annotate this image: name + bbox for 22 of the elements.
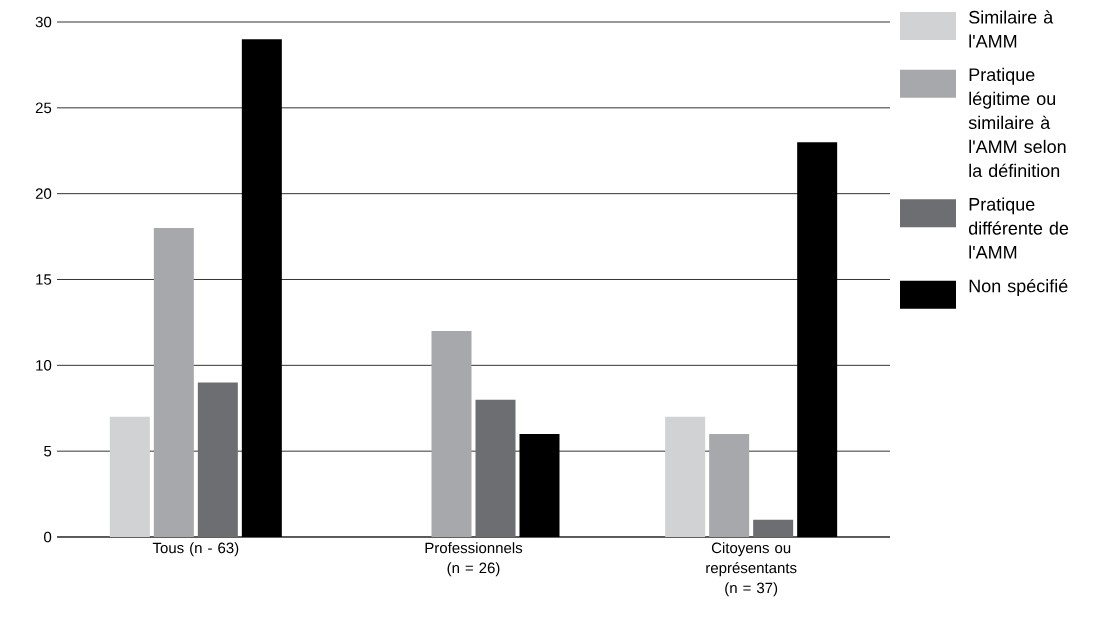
y-tick-label: 0	[44, 531, 52, 543]
bar	[431, 331, 472, 537]
bar	[197, 382, 238, 537]
legend-label: Similaire à l'AMM	[969, 10, 1054, 48]
y-tick-label: 20	[35, 188, 52, 199]
legend-label: Pratique différente de l'AMM	[968, 197, 1069, 259]
x-tick-label: Professionnels (n = 26)	[425, 542, 523, 577]
bar	[109, 416, 150, 537]
x-tick-label: Citoyens ou représentants (n = 37)	[706, 542, 797, 597]
bar	[753, 519, 794, 537]
y-tick-label: 5	[44, 445, 52, 457]
y-tick-label: 10	[36, 360, 52, 371]
y-tick-label: 25	[35, 102, 52, 114]
bar	[665, 416, 706, 537]
y-tick-label: 15	[36, 274, 52, 285]
y-tick-label: 30	[35, 16, 52, 28]
legend-label: Non spécifié	[969, 278, 1068, 296]
bar	[153, 228, 194, 537]
bar	[475, 399, 516, 537]
x-tick-label: Tous (n - 63)	[152, 542, 239, 557]
bar	[709, 434, 750, 537]
legend-label: Pratique légitime ou similaire à l'AMM selon la définition	[968, 67, 1066, 178]
